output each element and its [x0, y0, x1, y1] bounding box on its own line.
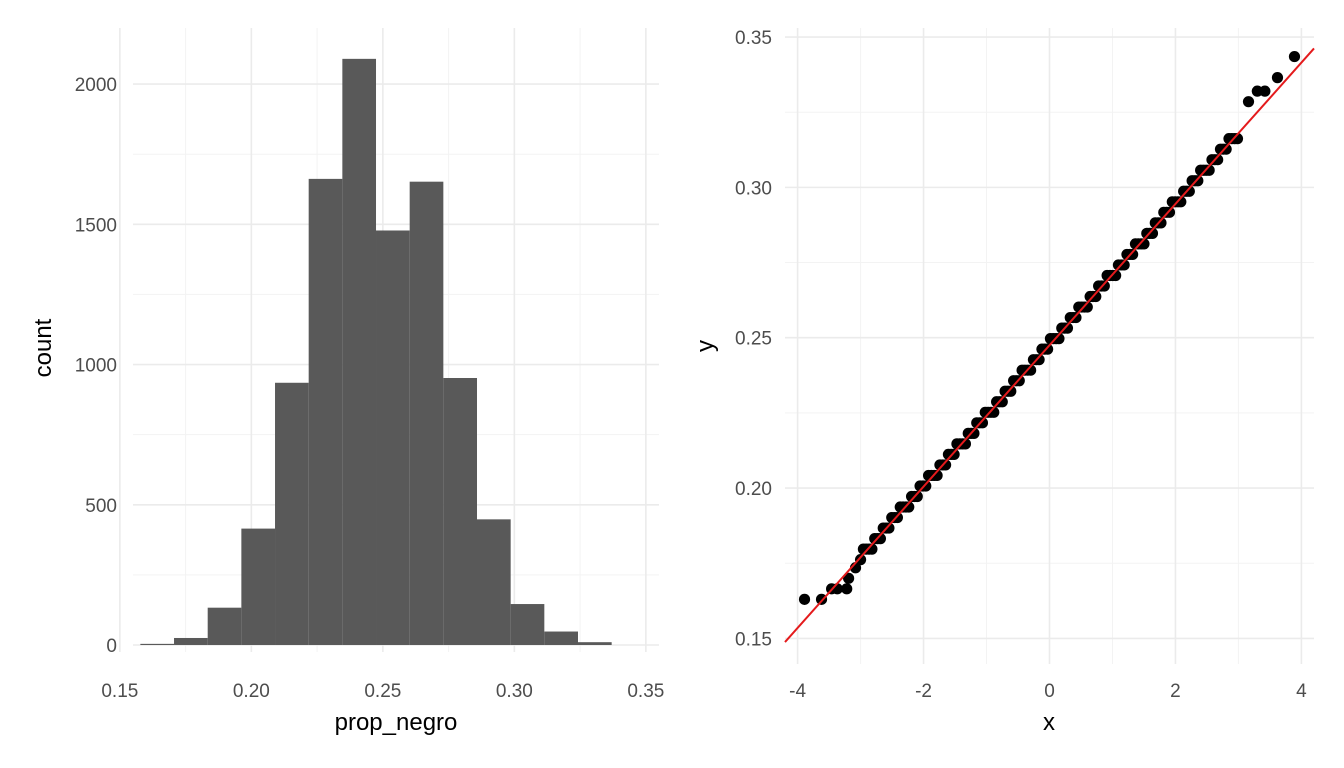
qq-point — [1061, 322, 1074, 334]
qq-plot-y-tick-labels: 0.15 0.20 0.25 0.30 0.35 — [735, 28, 772, 650]
qq-y-tick-label: 0.35 — [735, 28, 772, 49]
qq-point — [903, 501, 915, 513]
qq-point — [1005, 385, 1017, 397]
histogram-bar — [241, 528, 276, 645]
qq-y-tick-label: 0.30 — [735, 178, 772, 199]
histogram-bar — [140, 643, 175, 645]
qq-x-tick-label: -2 — [915, 681, 932, 702]
qq-point — [798, 593, 811, 605]
qq-point — [931, 469, 943, 482]
histogram-x-tick-label: 0.15 — [101, 681, 138, 702]
histogram-x-axis-title: prop_negro — [335, 709, 458, 736]
qq-point — [1203, 164, 1215, 176]
histogram-bar — [409, 181, 444, 645]
qq-point — [1053, 333, 1065, 345]
qq-point — [1118, 259, 1130, 271]
qq-point — [843, 572, 855, 584]
qq-point — [1242, 96, 1255, 108]
qq-plot-x-axis-title: x — [1043, 709, 1055, 736]
qq-point — [1183, 185, 1195, 197]
qq-point — [948, 448, 960, 461]
histogram-y-tick-label: 1000 — [75, 356, 117, 377]
qq-point — [1127, 248, 1139, 261]
histogram-bar — [510, 604, 545, 645]
qq-point — [959, 438, 972, 450]
qq-point — [1033, 354, 1045, 366]
qq-x-tick-label: 4 — [1296, 681, 1307, 702]
histogram-x-tick-label: 0.35 — [627, 681, 664, 702]
qq-point — [1192, 175, 1204, 187]
histogram-x-tick-labels: 0.15 0.20 0.25 0.30 0.35 — [101, 681, 664, 702]
histogram-x-tick-label: 0.25 — [364, 681, 401, 702]
histogram-bars — [140, 58, 612, 645]
qq-plot-y-axis-title: y — [692, 340, 719, 352]
qq-point — [1098, 280, 1110, 292]
qq-point — [1175, 196, 1187, 208]
qq-point — [1220, 143, 1232, 155]
qq-plot-x-tick-labels: -4 -2 0 2 4 — [789, 681, 1307, 702]
histogram-bar — [207, 607, 242, 645]
qq-plot-panel: -4 -2 0 2 4 0.15 0.20 0.25 0.30 0.35 x y — [692, 28, 1315, 736]
qq-point — [1259, 85, 1271, 97]
histogram-y-tick-label: 2000 — [75, 75, 117, 96]
histogram-bar — [544, 631, 578, 645]
qq-point — [1081, 301, 1093, 313]
qq-point — [1090, 290, 1102, 303]
qq-point — [976, 417, 989, 429]
histogram-bar — [275, 382, 309, 645]
histogram-bar — [174, 637, 208, 645]
qq-point — [911, 490, 923, 503]
histogram-x-tick-label: 0.30 — [496, 681, 533, 702]
qq-y-tick-label: 0.25 — [735, 329, 772, 350]
qq-point — [1231, 133, 1244, 145]
qq-x-tick-label: 0 — [1044, 681, 1055, 702]
qq-point — [1146, 227, 1159, 239]
qq-point — [883, 522, 895, 534]
histogram-x-tick-label: 0.20 — [233, 681, 270, 702]
histogram-bar — [577, 642, 612, 645]
histogram-bar — [376, 230, 410, 645]
histogram-bar — [308, 178, 343, 645]
histogram-y-tick-labels: 0 500 1000 1500 2000 — [75, 75, 117, 657]
histogram-bar — [443, 378, 478, 645]
qq-point — [996, 396, 1008, 408]
qq-x-tick-label: 2 — [1170, 681, 1181, 702]
qq-point — [1212, 154, 1224, 166]
qq-point — [1110, 269, 1122, 282]
qq-point — [1288, 50, 1301, 63]
histogram-panel: 0.15 0.20 0.25 0.30 0.35 0 500 1000 1500 2000 pr… — [30, 28, 664, 736]
qq-point — [854, 554, 867, 566]
qq-point — [968, 427, 980, 439]
histogram-y-axis-title: count — [30, 318, 57, 377]
qq-point — [1025, 364, 1037, 376]
histogram-bar — [342, 58, 377, 645]
qq-point — [841, 583, 853, 595]
qq-y-tick-label: 0.15 — [735, 629, 772, 650]
qq-point — [939, 459, 952, 471]
qq-x-tick-label: -4 — [789, 681, 806, 702]
qq-point — [874, 533, 887, 545]
qq-point — [1070, 311, 1082, 324]
histogram-bar — [477, 519, 511, 645]
qq-point — [1271, 72, 1284, 84]
qq-reference-line — [784, 47, 1315, 643]
qq-point — [1155, 217, 1167, 229]
histogram-y-tick-label: 0 — [106, 636, 117, 657]
histogram-y-tick-label: 1500 — [75, 215, 117, 236]
histogram-y-tick-label: 500 — [85, 496, 117, 517]
qq-y-tick-label: 0.20 — [735, 479, 772, 500]
qq-point — [920, 480, 932, 492]
